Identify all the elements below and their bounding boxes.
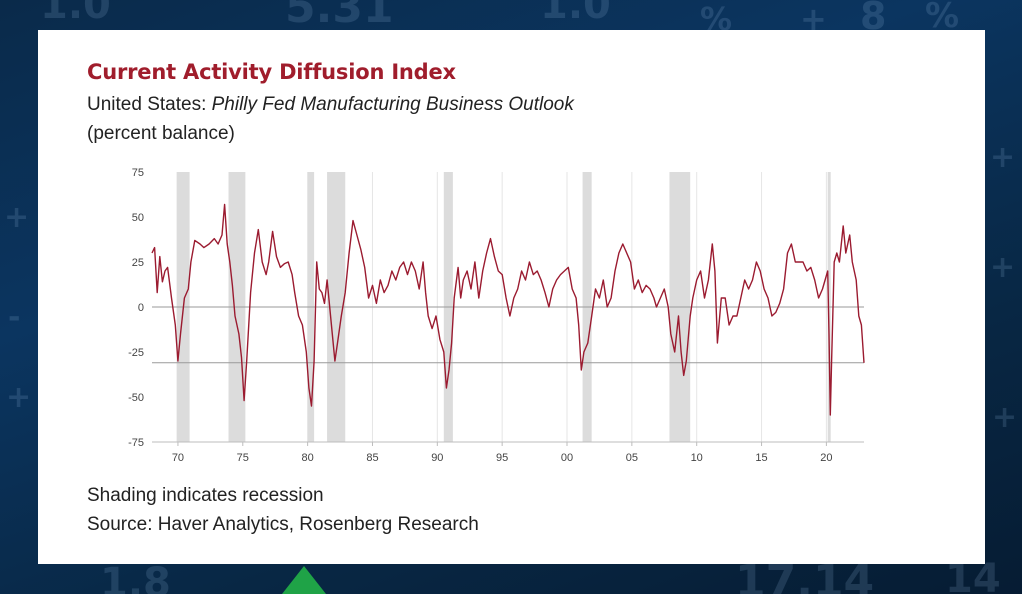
bg-number: 1.0 xyxy=(40,0,111,28)
bg-number: 1.8 xyxy=(100,560,171,594)
bg-number: - xyxy=(8,300,21,335)
x-tick-label: 15 xyxy=(755,452,767,464)
x-tick-label: 05 xyxy=(626,452,638,464)
bg-number: + xyxy=(990,250,1016,285)
y-tick-label: 25 xyxy=(132,257,144,269)
line-chart: 75 50 25 0 -25 -50 -75 70 75 80 85 90 95 00 05 10 15 20 xyxy=(128,167,865,464)
x-tick-label: 70 xyxy=(172,452,184,464)
source-note: Source: Haver Analytics, Rosenberg Resea… xyxy=(87,514,479,535)
x-tick-label: 85 xyxy=(366,452,378,464)
x-tick-label: 10 xyxy=(691,452,703,464)
bg-number: + xyxy=(6,380,32,415)
x-tick-label: 95 xyxy=(496,452,508,464)
x-tick-label: 90 xyxy=(431,452,443,464)
bg-number: + xyxy=(4,200,30,235)
chart-title: Current Activity Diffusion Index xyxy=(87,60,456,84)
y-tick-label: 50 xyxy=(132,212,144,224)
series-line xyxy=(151,203,865,416)
subtitle-prefix: United States: xyxy=(87,94,212,115)
x-tick-label: 80 xyxy=(302,452,314,464)
chart-units: (percent balance) xyxy=(87,123,235,144)
y-tick-label: -50 xyxy=(128,392,144,404)
subtitle-italic: Philly Fed Manufacturing Business Outloo… xyxy=(211,94,574,115)
y-tick-label: 0 xyxy=(138,302,144,314)
bg-number: 5.31 xyxy=(285,0,394,33)
y-tick-label: -25 xyxy=(128,347,144,359)
bg-number: + xyxy=(990,140,1016,175)
bg-number: 1.0 xyxy=(540,0,611,28)
x-tick-label: 00 xyxy=(561,452,573,464)
x-tick-label: 75 xyxy=(237,452,249,464)
x-tick-label: 20 xyxy=(820,452,832,464)
bg-number: + xyxy=(992,400,1018,435)
shading-note: Shading indicates recession xyxy=(87,485,324,506)
chart-subtitle: United States: Philly Fed Manufacturing … xyxy=(87,94,574,116)
y-tick-label: -75 xyxy=(128,437,144,449)
y-tick-label: 75 xyxy=(132,167,144,179)
green-arrow-icon xyxy=(282,566,326,594)
chart-card: Current Activity Diffusion Index United … xyxy=(38,30,985,564)
